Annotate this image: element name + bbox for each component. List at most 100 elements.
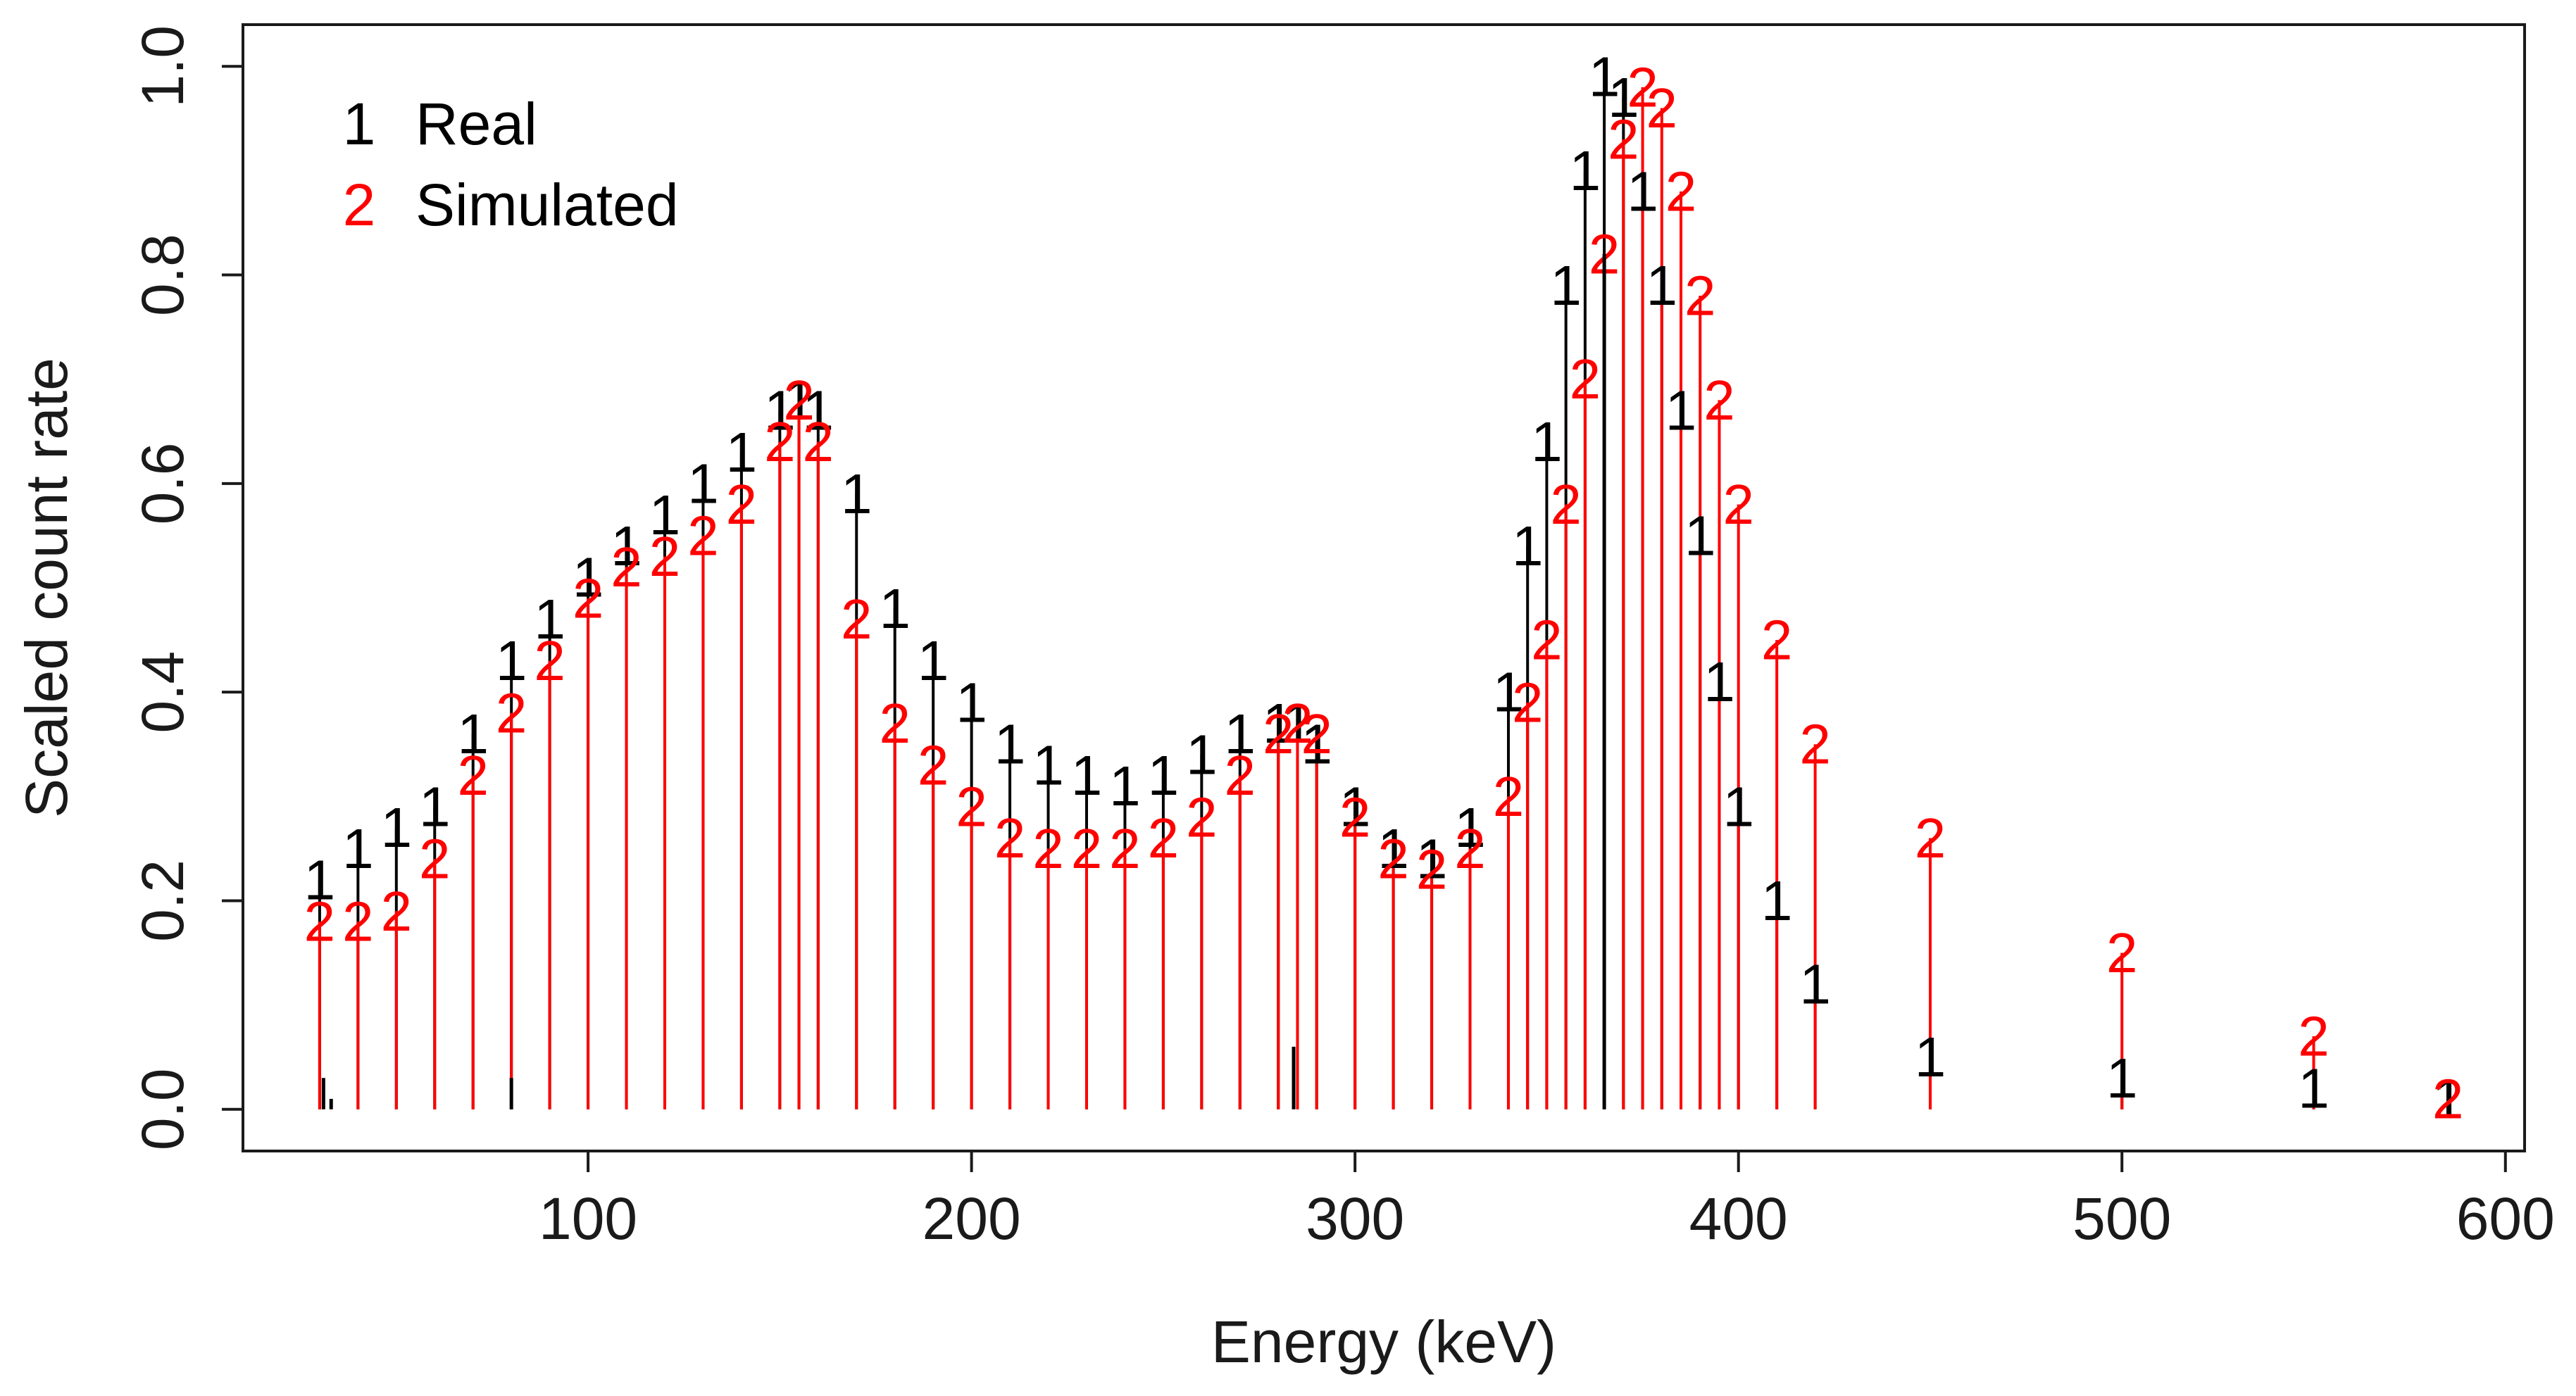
point-real: 1 xyxy=(1225,703,1256,765)
point-simulated: 2 xyxy=(1531,609,1563,672)
point-real: 1 xyxy=(1761,869,1793,932)
y-axis-title: Scaled count rate xyxy=(13,358,80,818)
point-simulated: 2 xyxy=(534,629,565,692)
point-simulated: 2 xyxy=(1799,713,1831,776)
x-tick-label: 500 xyxy=(2072,1186,2171,1252)
point-real: 1 xyxy=(1703,650,1735,713)
point-real: 1 xyxy=(879,577,911,640)
y-tick-label: 0.4 xyxy=(130,651,196,734)
point-real: 1 xyxy=(1109,755,1141,817)
point-real: 1 xyxy=(1550,254,1582,317)
point-simulated: 2 xyxy=(918,734,949,796)
point-simulated: 2 xyxy=(1570,348,1601,410)
point-simulated: 2 xyxy=(841,588,873,650)
y-tick-label: 1.0 xyxy=(130,25,196,108)
point-simulated: 2 xyxy=(1416,838,1448,901)
point-simulated: 2 xyxy=(1109,817,1141,880)
point-real: 1 xyxy=(956,671,987,734)
y-tick-label: 0.2 xyxy=(130,860,196,942)
legend: 1 Real 2 Simulated xyxy=(343,91,679,238)
point-real: 1 xyxy=(1032,734,1064,796)
point-simulated: 2 xyxy=(1301,703,1332,765)
point-real: 1 xyxy=(1512,515,1544,577)
point-simulated: 2 xyxy=(1071,817,1103,880)
point-simulated: 2 xyxy=(419,828,451,891)
point-real: 1 xyxy=(1570,139,1601,202)
x-tick-label: 100 xyxy=(539,1186,637,1252)
point-real: 1 xyxy=(1263,692,1294,755)
point-real: 1 xyxy=(1339,776,1371,838)
x-tick-label: 300 xyxy=(1306,1186,1404,1252)
point-simulated: 2 xyxy=(764,410,796,473)
point-real: 1 xyxy=(2298,1057,2330,1120)
y-tick-label: 0.6 xyxy=(130,442,196,524)
point-real: 1 xyxy=(496,629,527,692)
point-simulated: 2 xyxy=(1665,161,1697,223)
point-simulated: 2 xyxy=(1761,609,1793,672)
point-simulated: 2 xyxy=(573,567,604,629)
point-simulated: 2 xyxy=(1032,817,1064,880)
point-real: 1 xyxy=(649,484,681,546)
point-real: 1 xyxy=(342,817,374,880)
point-simulated: 2 xyxy=(2106,922,2138,984)
point-real: 1 xyxy=(1608,66,1639,129)
point-simulated: 2 xyxy=(2432,1067,2464,1130)
legend-label-simulated: Simulated xyxy=(415,172,679,238)
point-simulated: 2 xyxy=(1608,108,1639,170)
point-simulated: 2 xyxy=(803,410,834,473)
x-axis-title: Energy (keV) xyxy=(1211,1309,1556,1375)
point-simulated: 2 xyxy=(1454,817,1486,880)
y-axis: 0.0 0.2 0.4 0.6 0.8 1.0 xyxy=(130,25,243,1150)
point-real: 1 xyxy=(457,703,489,765)
point-real: 1 xyxy=(783,369,815,432)
point-real: 1 xyxy=(687,452,719,515)
point-simulated: 2 xyxy=(381,880,413,943)
point-real: 1 xyxy=(573,546,604,609)
legend-symbol-simulated: 2 xyxy=(343,172,376,238)
point-simulated: 2 xyxy=(649,525,681,588)
legend-label-real: Real xyxy=(415,91,537,157)
point-real: 1 xyxy=(1454,796,1486,859)
point-real: 1 xyxy=(1627,161,1658,223)
point-simulated: 2 xyxy=(1225,744,1256,807)
x-tick-label: 400 xyxy=(1689,1186,1788,1252)
point-simulated: 2 xyxy=(611,536,642,598)
point-real: 1 xyxy=(1148,744,1180,807)
point-simulated: 2 xyxy=(342,891,374,953)
point-real: 1 xyxy=(534,588,565,650)
x-tick-label: 200 xyxy=(923,1186,1021,1252)
point-real: 1 xyxy=(1799,952,1831,1015)
x-tick-label: 600 xyxy=(2456,1186,2555,1252)
point-simulated: 2 xyxy=(1722,473,1754,536)
point-real: 1 xyxy=(1071,744,1103,807)
vertical-marker-lines xyxy=(321,253,1606,1109)
point-simulated: 2 xyxy=(956,776,987,838)
point-simulated: 2 xyxy=(1263,703,1294,765)
y-tick-label: 0.0 xyxy=(130,1068,196,1150)
point-real: 1 xyxy=(2106,1047,2138,1109)
point-simulated: 2 xyxy=(1148,807,1180,869)
point-real: 1 xyxy=(1646,254,1678,317)
point-simulated: 2 xyxy=(994,807,1026,869)
point-simulated: 2 xyxy=(1339,786,1371,848)
point-simulated: 2 xyxy=(1646,77,1678,139)
point-simulated: 2 xyxy=(783,369,815,432)
legend-symbol-real: 1 xyxy=(343,91,376,157)
point-simulated: 2 xyxy=(687,504,719,567)
point-simulated: 2 xyxy=(1684,265,1716,327)
point-simulated: 2 xyxy=(1493,765,1525,828)
point-real: 1 xyxy=(1589,46,1620,108)
point-simulated: 2 xyxy=(726,473,758,536)
point-real: 1 xyxy=(611,515,642,577)
point-real: 1 xyxy=(803,379,834,442)
point-real: 1 xyxy=(764,379,796,442)
point-simulated: 2 xyxy=(1282,692,1313,755)
point-real: 1 xyxy=(1186,724,1218,786)
point-real: 1 xyxy=(1915,1026,1946,1088)
point-simulated: 2 xyxy=(1512,671,1544,734)
point-real: 1 xyxy=(1377,817,1409,880)
point-simulated: 2 xyxy=(2298,1005,2330,1068)
point-simulated: 2 xyxy=(1915,807,1946,869)
